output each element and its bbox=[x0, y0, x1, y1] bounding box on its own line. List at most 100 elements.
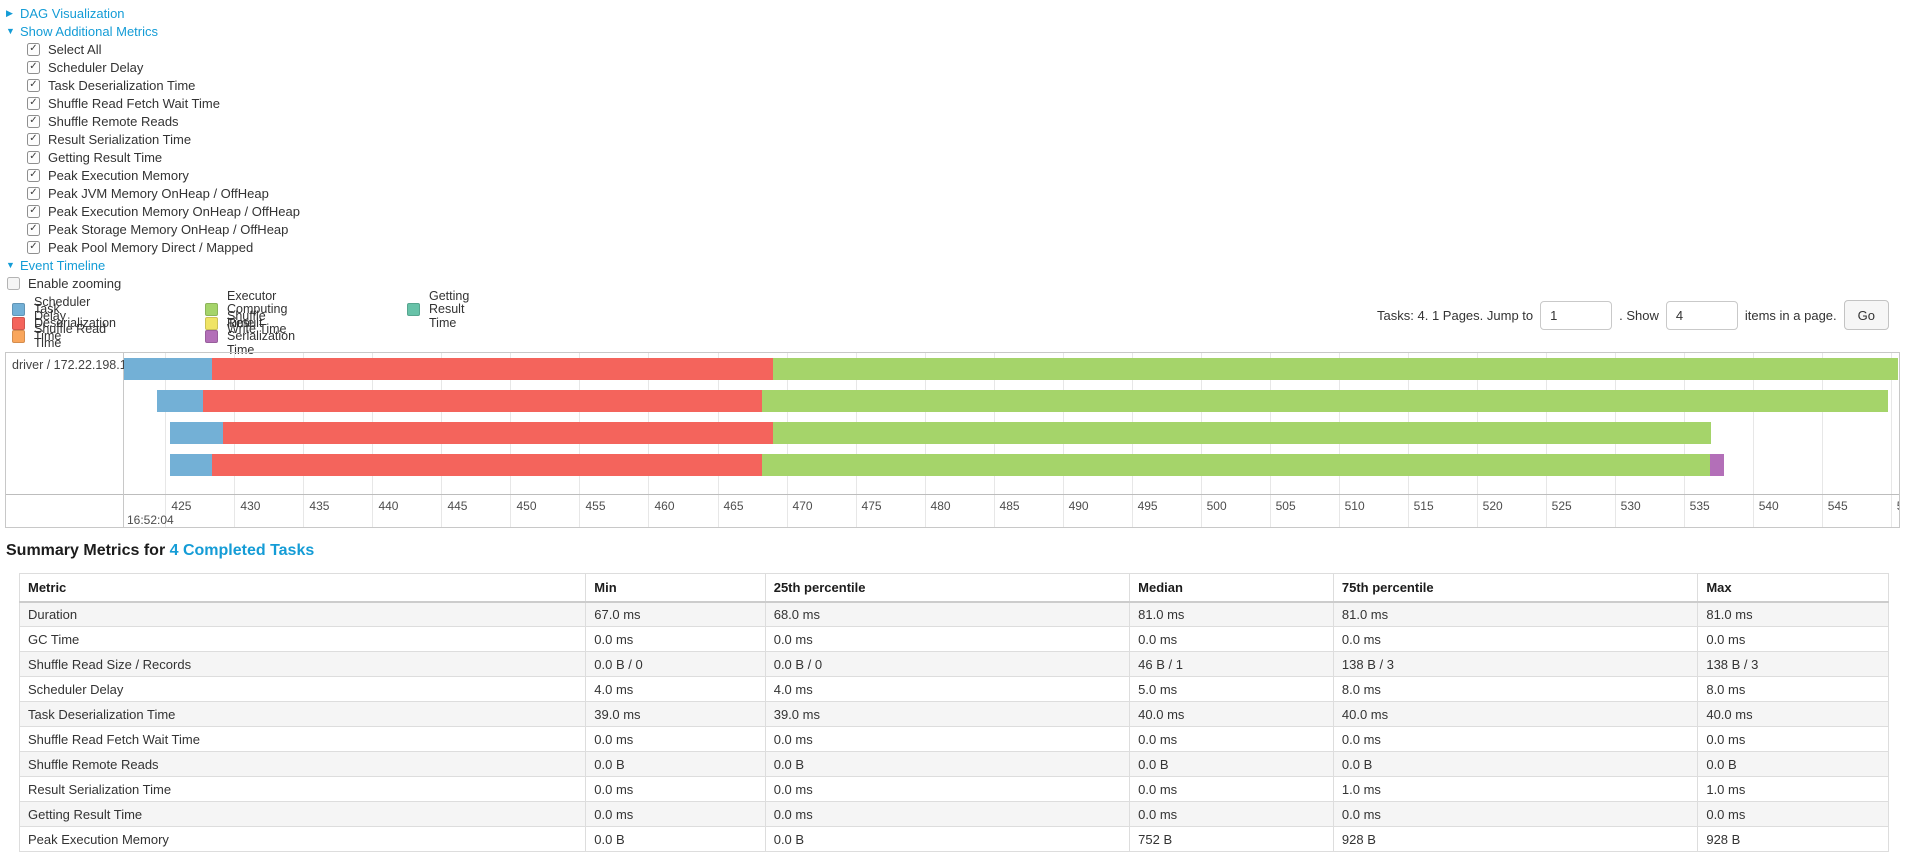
metric-checkbox[interactable]: ✓ bbox=[27, 42, 40, 56]
timeline-tick-label: 470 bbox=[792, 499, 813, 513]
metric-checkbox-label: Getting Result Time bbox=[48, 149, 163, 165]
legend-item: Result Serialization Time bbox=[205, 316, 295, 356]
table-row: Task Deserialization Time 39.0 ms 39.0 ms 4… bbox=[18, 701, 1889, 727]
scheduler-delay-swatch-icon bbox=[12, 303, 25, 317]
metric-value-cell: 67.0 ms bbox=[585, 601, 766, 627]
metric-checkbox-label: Task Deserialization Time bbox=[48, 77, 196, 93]
completed-tasks-link[interactable]: 4 Completed Tasks bbox=[169, 542, 315, 559]
legend-label: Scheduler Delay bbox=[34, 295, 91, 323]
metric-value-cell: 0.0 B bbox=[764, 751, 1131, 777]
shuffle-read-time-swatch-icon bbox=[12, 330, 25, 344]
timeline-tick-label: 430 bbox=[240, 499, 261, 513]
metric-checkbox[interactable]: ✓ bbox=[27, 132, 40, 146]
metric-checkbox[interactable]: ✓ bbox=[27, 150, 40, 164]
metric-checkbox[interactable]: ✓ bbox=[27, 78, 40, 92]
timeline-tick-label: 530 bbox=[1620, 499, 1641, 513]
timeline-tick-label: 545 bbox=[1827, 499, 1848, 513]
enable-zooming-checkbox[interactable] bbox=[7, 276, 20, 290]
col-header-median: Median bbox=[1129, 573, 1334, 603]
metric-value-cell: 0.0 ms bbox=[585, 626, 766, 652]
caret-right-icon: ▶ bbox=[6, 7, 13, 18]
executor-computing-segment bbox=[761, 454, 1710, 476]
metric-value-cell: 0.0 B bbox=[1697, 751, 1889, 777]
task-deserialization-segment bbox=[202, 390, 762, 412]
metric-checkbox[interactable]: ✓ bbox=[27, 240, 40, 254]
timeline-task-bar[interactable] bbox=[169, 422, 1712, 444]
legend-item: Scheduler Delay bbox=[12, 296, 116, 323]
show-additional-metrics-toggle[interactable]: ▼ Show Additional Metrics bbox=[6, 24, 158, 39]
enable-zooming-label: Enable zooming bbox=[28, 275, 122, 291]
table-row: Result Serialization Time 0.0 ms 0.0 ms 0.0… bbox=[18, 776, 1889, 802]
metric-checkbox[interactable]: ✓ bbox=[27, 186, 40, 200]
scheduler-delay-segment bbox=[169, 454, 213, 476]
timeline-tick-label: 455 bbox=[585, 499, 606, 513]
metric-value-cell: 0.0 B bbox=[764, 826, 1131, 852]
show-additional-metrics-label: Show Additional Metrics bbox=[20, 23, 159, 39]
timeline-task-bar[interactable] bbox=[157, 390, 1888, 412]
getting-result-time-swatch-icon bbox=[407, 303, 420, 317]
metric-checkbox-row: ✓ Scheduler Delay bbox=[6, 58, 300, 76]
metric-value-cell: 0.0 ms bbox=[585, 726, 766, 752]
metric-name-cell: Getting Result Time bbox=[18, 801, 587, 827]
metric-value-cell: 0.0 ms bbox=[1129, 726, 1334, 752]
jump-to-page-input[interactable] bbox=[1540, 300, 1613, 330]
metric-value-cell: 8.0 ms bbox=[1697, 676, 1889, 702]
legend-label: Getting Result Time bbox=[429, 288, 470, 330]
legend-label: Task Deserialization Time bbox=[34, 302, 116, 343]
items-per-page-input[interactable] bbox=[1665, 300, 1738, 330]
metric-value-cell: 0.0 ms bbox=[1332, 626, 1699, 652]
metric-checkbox[interactable]: ✓ bbox=[27, 222, 40, 236]
metric-value-cell: 138 B / 3 bbox=[1332, 651, 1699, 677]
legend-label: Executor Computing Time bbox=[227, 288, 288, 330]
metric-name-cell: Shuffle Read Size / Records bbox=[18, 651, 587, 677]
metric-value-cell: 928 B bbox=[1332, 826, 1699, 852]
executor-computing-segment bbox=[772, 358, 1898, 380]
metric-value-cell: 0.0 B / 0 bbox=[764, 651, 1131, 677]
metric-checkbox-label: Result Serialization Time bbox=[48, 131, 192, 147]
metric-value-cell: 81.0 ms bbox=[1332, 601, 1699, 627]
metric-checkbox[interactable]: ✓ bbox=[27, 204, 40, 218]
table-row: Scheduler Delay 4.0 ms 4.0 ms 5.0 ms 8.0 ms 8… bbox=[18, 676, 1889, 702]
metric-value-cell: 0.0 ms bbox=[1332, 726, 1699, 752]
timeline-gridline bbox=[1752, 353, 1754, 527]
metric-value-cell: 0.0 B / 0 bbox=[585, 651, 766, 677]
metric-value-cell: 0.0 ms bbox=[1332, 801, 1699, 827]
event-timeline-label: Event Timeline bbox=[20, 257, 106, 273]
metric-name-cell: Shuffle Read Fetch Wait Time bbox=[18, 726, 587, 752]
metric-checkbox[interactable]: ✓ bbox=[27, 168, 40, 182]
items-per-page-label: items in a page. bbox=[1744, 307, 1837, 323]
timeline-tick-label: 475 bbox=[861, 499, 882, 513]
timeline-task-bar[interactable] bbox=[124, 358, 1898, 380]
caret-down-icon: ▼ bbox=[6, 260, 15, 270]
metric-checkbox[interactable]: ✓ bbox=[27, 114, 40, 128]
metric-value-cell: 0.0 ms bbox=[764, 726, 1131, 752]
legend-column: Executor Computing Time Shuffle Write Tim… bbox=[205, 289, 295, 356]
metric-checkbox[interactable]: ✓ bbox=[27, 60, 40, 74]
metric-checkbox-label: Peak Storage Memory OnHeap / OffHeap bbox=[48, 221, 289, 237]
table-row: Getting Result Time 0.0 ms 0.0 ms 0.0 ms 0.0… bbox=[18, 801, 1889, 827]
legend-label: Shuffle Read Time bbox=[34, 322, 107, 350]
result-serialization-segment bbox=[1709, 454, 1724, 476]
metric-name-cell: Scheduler Delay bbox=[18, 676, 587, 702]
metric-checkbox-row: ✓ Getting Result Time bbox=[6, 148, 300, 166]
metric-checkbox[interactable]: ✓ bbox=[27, 96, 40, 110]
metric-value-cell: 0.0 B bbox=[1332, 751, 1699, 777]
metric-value-cell: 4.0 ms bbox=[585, 676, 766, 702]
timeline-tick-label: 425 bbox=[171, 499, 192, 513]
go-button[interactable]: Go bbox=[1843, 300, 1889, 330]
table-row: Peak Execution Memory 0.0 B 0.0 B 752 B 928 … bbox=[18, 826, 1889, 852]
metric-value-cell: 0.0 B bbox=[585, 826, 766, 852]
dag-visualization-toggle[interactable]: ▶ DAG Visualization bbox=[6, 6, 125, 21]
metric-value-cell: 0.0 ms bbox=[764, 776, 1131, 802]
metric-checkbox-label: Peak Pool Memory Direct / Mapped bbox=[48, 239, 254, 255]
event-timeline-toggle[interactable]: ▼ Event Timeline bbox=[6, 258, 105, 273]
timeline-tick-label: 535 bbox=[1689, 499, 1710, 513]
legend-column: Scheduler Delay Task Deserialization Time… bbox=[12, 296, 116, 350]
timeline-task-bar[interactable] bbox=[169, 454, 1724, 476]
metric-value-cell: 0.0 B bbox=[585, 751, 766, 777]
metric-checkbox-row: ✓ Task Deserialization Time bbox=[6, 76, 300, 94]
scheduler-delay-segment bbox=[169, 422, 224, 444]
metric-value-cell: 40.0 ms bbox=[1697, 701, 1889, 727]
metric-value-cell: 0.0 B bbox=[1129, 751, 1334, 777]
metric-value-cell: 0.0 ms bbox=[1697, 801, 1889, 827]
